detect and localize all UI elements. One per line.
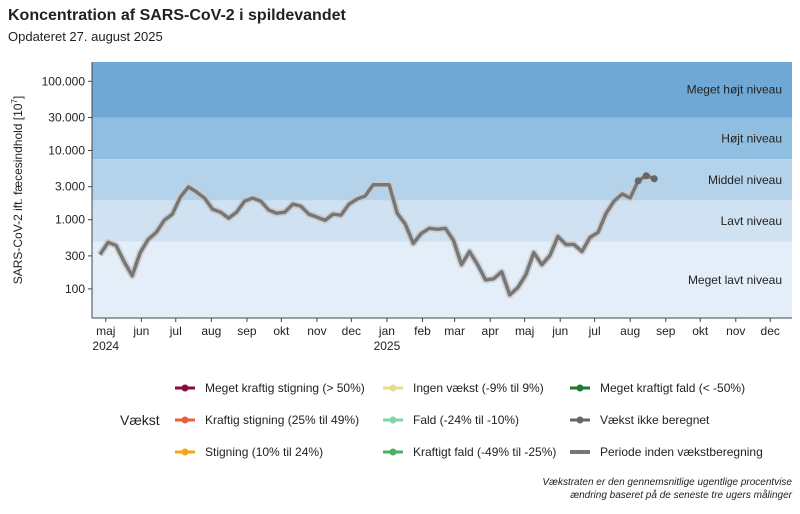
legend-label: Meget kraftigt fald (< -50%) [600, 381, 745, 395]
level-band [92, 200, 792, 242]
legend-title: Vækst [120, 412, 160, 428]
legend-label: Vækst ikke beregnet [600, 413, 710, 427]
band-label: Middel niveau [708, 173, 782, 187]
band-label: Meget lavt niveau [688, 273, 782, 287]
y-tick-label: 10.000 [48, 144, 85, 158]
band-label: Meget højt niveau [687, 83, 782, 97]
x-tick-label: maj [96, 324, 115, 338]
legend-swatch-dot [576, 384, 584, 392]
y-tick-label: 1.000 [55, 213, 85, 227]
footnote: Vækstraten er den gennemsnitlige ugentli… [542, 477, 792, 488]
series-line [98, 173, 655, 297]
x-tick-label: nov [726, 324, 745, 338]
legend-swatch-dot [181, 384, 189, 392]
y-tick-label: 30.000 [48, 110, 85, 124]
y-tick-label: 3.000 [55, 180, 85, 194]
legend-label: Periode inden vækstberegning [600, 445, 763, 459]
x-tick-label: nov [307, 324, 326, 338]
x-tick-label: apr [482, 324, 499, 338]
x-tick-label: jun [551, 324, 568, 338]
x-tick-label: maj [515, 324, 534, 338]
legend-swatch-dot [389, 416, 397, 424]
band-label: Lavt niveau [721, 214, 782, 228]
x-tick-label: dec [342, 324, 361, 338]
x-tick-label: jun [132, 324, 149, 338]
x-tick-label: sep [237, 324, 257, 338]
legend-label: Fald (-24% til -10%) [413, 413, 519, 427]
legend-swatch-dot [181, 416, 189, 424]
x-tick-label: sep [656, 324, 676, 338]
x-tick-label: okt [692, 324, 709, 338]
legend-swatch-dot [389, 448, 397, 456]
legend-swatch-dot [576, 416, 584, 424]
x-tick-label: jul [588, 324, 601, 338]
legend-label: Kraftig stigning (25% til 49%) [205, 413, 359, 427]
level-band [92, 62, 792, 118]
level-band [92, 159, 792, 201]
y-label-text: SARS-CoV-2 ift. fæcesindhold [10 [11, 103, 25, 284]
y-label-exponent: 7 [10, 99, 19, 104]
band-label: Højt niveau [721, 131, 782, 145]
legend-label: Kraftigt fald (-49% til -25%) [413, 445, 556, 459]
level-band [92, 117, 792, 160]
legend-label: Meget kraftig stigning (> 50%) [205, 381, 365, 395]
x-tick-label: okt [273, 324, 290, 338]
y-label-text: ] [11, 96, 25, 99]
series-dot [634, 177, 642, 185]
y-tick-label: 100 [65, 282, 85, 296]
x-tick-label: aug [201, 324, 221, 338]
y-tick-label: 300 [65, 249, 85, 263]
y-tick-label: 100.000 [42, 74, 86, 88]
legend-label: Ingen vækst (-9% til 9%) [413, 381, 544, 395]
series-dot [642, 172, 650, 180]
x-tick-label: jan [378, 324, 395, 338]
legend-label: Stigning (10% til 24%) [205, 445, 323, 459]
x-tick-label: aug [620, 324, 640, 338]
x-tick-label: jul [169, 324, 182, 338]
chart-title: Koncentration af SARS-CoV-2 i spildevand… [8, 7, 347, 24]
level-band [92, 241, 792, 318]
y-axis-label: SARS-CoV-2 ift. fæcesindhold [107] [10, 96, 25, 285]
x-year-label: 2024 [92, 339, 119, 353]
x-tick-label: mar [444, 324, 465, 338]
series-dot [650, 175, 658, 183]
legend-swatch-dot [181, 448, 189, 456]
chart-subtitle: Opdateret 27. august 2025 [8, 29, 163, 44]
legend-swatch-dot [389, 384, 397, 392]
x-tick-label: feb [414, 324, 431, 338]
footnote: ændring baseret på de seneste tre ugers … [570, 489, 792, 501]
x-year-label: 2025 [374, 339, 401, 353]
x-tick-label: dec [761, 324, 780, 338]
